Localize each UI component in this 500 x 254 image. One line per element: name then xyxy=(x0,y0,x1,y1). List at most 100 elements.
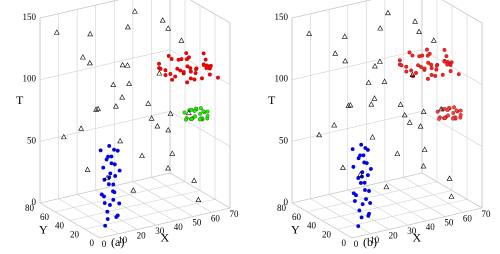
triangle-point xyxy=(130,187,137,193)
x-tick-label: 20 xyxy=(137,230,147,240)
x-tick-label: 50 xyxy=(192,218,202,228)
point xyxy=(117,168,122,173)
triangle-point xyxy=(178,37,185,43)
triangle-point xyxy=(406,119,413,125)
triangle-point xyxy=(148,115,155,121)
triangle-point xyxy=(169,150,176,156)
x-tick-label: 40 xyxy=(426,222,436,232)
triangle-point xyxy=(372,63,378,69)
point xyxy=(442,116,447,121)
grid-line xyxy=(291,49,423,80)
y-tick-label: 40 xyxy=(55,221,65,231)
triangle-point xyxy=(84,166,91,172)
triangle-point xyxy=(412,18,418,24)
point xyxy=(194,67,198,72)
point xyxy=(188,69,193,74)
triangle-point xyxy=(95,105,101,112)
triangle-point xyxy=(331,121,338,128)
point xyxy=(114,215,119,219)
point xyxy=(168,71,173,76)
triangle-point xyxy=(401,111,408,118)
point xyxy=(426,60,431,65)
point xyxy=(433,74,438,78)
point xyxy=(425,47,429,52)
triangle-point xyxy=(124,23,131,30)
point xyxy=(356,224,361,229)
triangle-point xyxy=(145,100,152,106)
point xyxy=(178,68,183,73)
point xyxy=(193,71,198,76)
triangle-point xyxy=(195,196,202,203)
z-tick-label: 50 xyxy=(27,135,37,145)
triangle-point xyxy=(416,28,422,34)
grid-line xyxy=(169,172,231,209)
triangle-point xyxy=(430,37,437,43)
x-tick-label: 50 xyxy=(444,218,454,228)
y-axis-label: Y xyxy=(39,223,48,237)
point xyxy=(445,108,450,112)
point xyxy=(98,148,103,153)
triangle-point xyxy=(79,54,86,60)
point xyxy=(407,50,412,55)
triangle-point xyxy=(306,30,313,36)
point xyxy=(451,111,456,115)
triangle-point xyxy=(377,25,384,31)
point xyxy=(363,146,368,150)
point xyxy=(170,77,175,82)
x-tick-label: 40 xyxy=(174,222,184,232)
triangle-point xyxy=(191,177,198,183)
grid-line xyxy=(169,49,231,85)
triangle-point xyxy=(381,78,388,84)
x-tick-label: 70 xyxy=(230,209,240,219)
point xyxy=(185,64,190,69)
point xyxy=(184,51,189,56)
point xyxy=(368,166,373,171)
triangle-point xyxy=(332,50,339,56)
point xyxy=(359,142,364,147)
point xyxy=(434,67,439,72)
grid-line xyxy=(189,0,231,24)
point xyxy=(364,197,369,201)
point xyxy=(201,51,206,56)
point xyxy=(109,161,114,166)
point xyxy=(366,213,371,218)
triangle-point xyxy=(394,150,401,156)
z-axis-label: T xyxy=(16,93,24,107)
x-tick-label: 0 xyxy=(354,239,359,249)
point xyxy=(399,63,404,68)
point xyxy=(456,72,461,77)
point xyxy=(102,201,107,206)
point xyxy=(442,59,447,64)
triangle-point xyxy=(185,109,192,116)
grid-line xyxy=(169,111,231,147)
triangle-point xyxy=(117,137,124,144)
point xyxy=(205,109,210,114)
triangle-point xyxy=(385,9,391,16)
triangle-point xyxy=(365,79,372,85)
triangle-point xyxy=(347,102,354,108)
point xyxy=(419,65,424,69)
point xyxy=(106,182,111,187)
triangle-point xyxy=(165,25,172,31)
triangle-point xyxy=(420,108,427,114)
point xyxy=(365,173,370,178)
point xyxy=(108,171,113,176)
point xyxy=(185,80,190,85)
point xyxy=(442,47,447,52)
point xyxy=(192,108,197,113)
triangle-point xyxy=(409,71,416,78)
point xyxy=(201,109,206,114)
x-tick-label: 20 xyxy=(389,230,399,240)
point xyxy=(117,201,122,206)
triangle-point xyxy=(397,101,404,107)
point xyxy=(352,199,357,203)
triangle-point xyxy=(159,17,166,23)
point xyxy=(192,77,197,82)
triangle-point xyxy=(371,95,378,101)
z-tick-label: 100 xyxy=(23,74,37,84)
point xyxy=(357,208,362,213)
point xyxy=(363,188,367,192)
point xyxy=(448,69,453,74)
triangle-point xyxy=(417,123,424,129)
